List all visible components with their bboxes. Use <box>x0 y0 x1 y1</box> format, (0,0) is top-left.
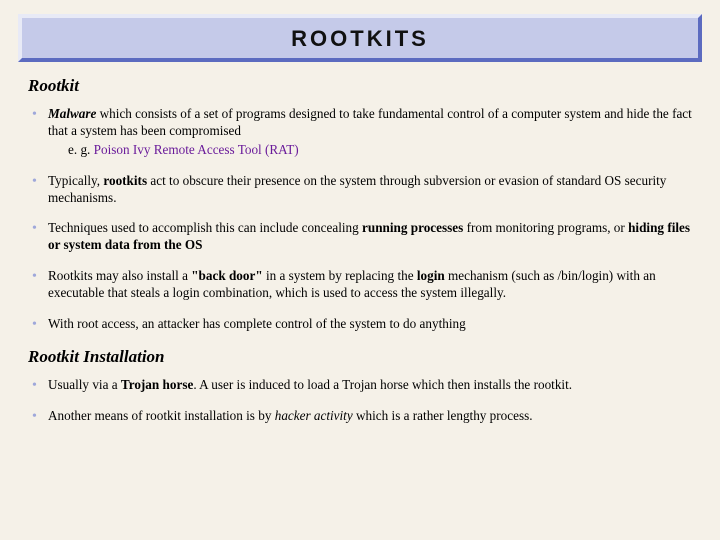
term-processes: running processes <box>362 220 463 235</box>
list-item: Rootkits may also install a "back door" … <box>32 268 702 302</box>
section-installation: Rootkit Installation Usually via a Troja… <box>18 347 702 425</box>
item-text: Techniques used to accomplish this can i… <box>48 220 362 235</box>
section-heading-rootkit: Rootkit <box>28 76 702 96</box>
item-text: from monitoring programs, or <box>463 220 628 235</box>
item-text: Typically, <box>48 173 103 188</box>
item-text: Rootkits may also install a <box>48 268 191 283</box>
bullet-list-2: Usually via a Trojan horse. A user is in… <box>18 377 702 425</box>
item-text: which is a rather lengthy process. <box>353 408 533 423</box>
rat-link[interactable]: Poison Ivy Remote Access Tool (RAT) <box>94 142 299 157</box>
term-backdoor: "back door" <box>191 268 262 283</box>
slide-title: ROOTKITS <box>22 26 698 52</box>
term-trojan: Trojan horse <box>121 377 193 392</box>
list-item: Typically, rootkits act to obscure their… <box>32 173 702 207</box>
title-bar: ROOTKITS <box>18 14 702 62</box>
item-text: which consists of a set of programs desi… <box>48 106 692 138</box>
item-text: in a system by replacing the <box>263 268 417 283</box>
bullet-list-1: Malware which consists of a set of progr… <box>18 106 702 333</box>
item-text: Usually via a <box>48 377 121 392</box>
term-rootkits: rootkits <box>103 173 147 188</box>
section-rootkit: Rootkit Malware which consists of a set … <box>18 76 702 333</box>
list-item: Another means of rootkit installation is… <box>32 408 702 425</box>
sub-item: e. g. Poison Ivy Remote Access Tool (RAT… <box>48 142 702 159</box>
item-text: With root access, an attacker has comple… <box>48 316 466 331</box>
slide: ROOTKITS Rootkit Malware which consists … <box>0 0 720 540</box>
term-hacker-activity: hacker activity <box>275 408 353 423</box>
sub-prefix: e. g. <box>68 142 94 157</box>
item-text: . A user is induced to load a Trojan hor… <box>193 377 572 392</box>
term-malware: Malware <box>48 106 96 121</box>
list-item: Usually via a Trojan horse. A user is in… <box>32 377 702 394</box>
list-item: Malware which consists of a set of progr… <box>32 106 702 159</box>
list-item: Techniques used to accomplish this can i… <box>32 220 702 254</box>
term-login: login <box>417 268 445 283</box>
section-heading-installation: Rootkit Installation <box>28 347 702 367</box>
list-item: With root access, an attacker has comple… <box>32 316 702 333</box>
item-text: Another means of rootkit installation is… <box>48 408 275 423</box>
